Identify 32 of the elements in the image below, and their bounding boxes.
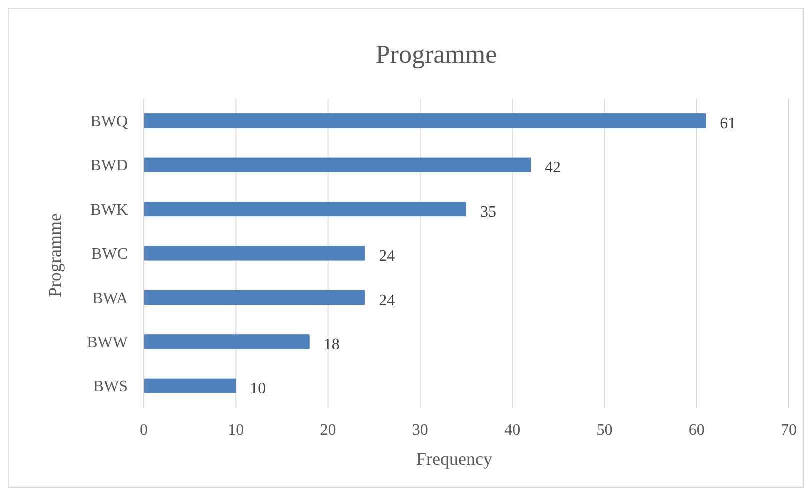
y-tick-label: BWA: [92, 290, 128, 308]
y-axis-title: Programme: [45, 214, 65, 298]
x-tick-label: 20: [320, 422, 336, 439]
y-tick-label: BWK: [90, 202, 128, 219]
x-tick-label: 70: [781, 422, 797, 439]
y-tick-label: BWD: [90, 158, 128, 175]
data-label: 61: [720, 115, 736, 132]
x-tick-label: 60: [688, 422, 705, 439]
data-label: 42: [545, 160, 561, 177]
data-label: 18: [324, 336, 340, 354]
x-tick-label: 0: [140, 422, 148, 439]
bar: [144, 202, 466, 217]
y-tick-label: BWQ: [90, 113, 128, 130]
x-axis-title: Frequency: [416, 449, 492, 469]
y-tick-label: BWC: [92, 246, 128, 264]
y-tick-label: BWW: [87, 334, 129, 352]
bar: [144, 378, 236, 394]
x-tick-label: 40: [504, 422, 521, 439]
bar: [144, 114, 706, 128]
bar: [144, 158, 531, 172]
bar: [144, 334, 310, 350]
data-label: 35: [480, 204, 496, 221]
x-tick-label: 50: [596, 422, 613, 439]
data-label: 24: [379, 292, 396, 310]
x-tick-label: 30: [412, 422, 428, 439]
x-tick-label: 10: [228, 422, 244, 439]
data-label: 24: [379, 248, 396, 266]
bar: [144, 246, 366, 261]
data-label: 10: [250, 380, 266, 398]
bar: [144, 290, 366, 305]
y-tick-label: BWS: [93, 378, 128, 396]
chart-title: Programme: [376, 40, 498, 69]
